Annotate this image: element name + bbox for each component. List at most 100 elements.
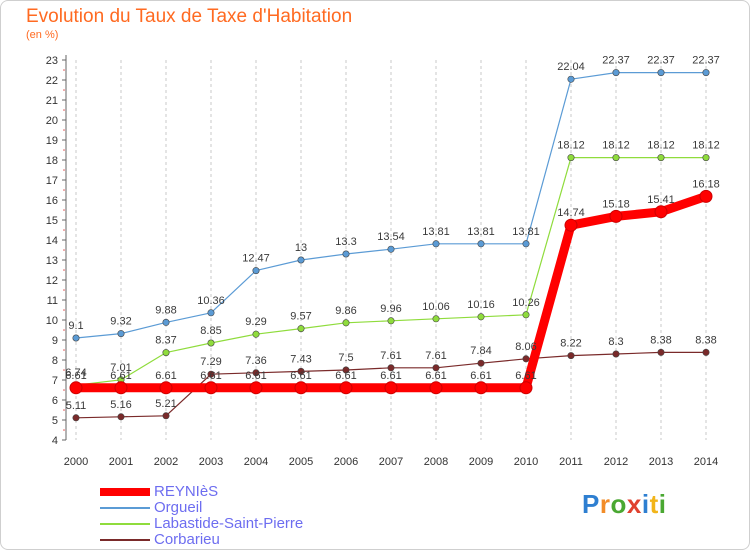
y-tick-label: 8	[52, 355, 58, 367]
y-minor-tick	[63, 109, 65, 111]
y-tick-label: 18	[46, 155, 58, 167]
data-point-2	[342, 250, 350, 258]
y-tick-label: 19	[46, 135, 58, 147]
data-point-4	[297, 367, 305, 375]
data-point-3	[522, 311, 530, 319]
data-label-3: 10.06	[422, 301, 450, 313]
data-point-2	[522, 240, 530, 248]
data-label-1: 15.18	[602, 198, 630, 210]
y-tick-label: 6	[52, 395, 58, 407]
data-label-4: 7.61	[425, 350, 446, 362]
x-tick-label: 2006	[334, 456, 358, 468]
x-tick-label: 2010	[514, 456, 538, 468]
y-minor-tick	[63, 89, 65, 91]
legend-swatch	[100, 507, 150, 509]
data-label-2: 13.3	[335, 236, 356, 248]
data-point-1	[159, 381, 173, 395]
y-minor-tick	[63, 409, 65, 411]
logo-letter: t	[649, 489, 659, 519]
legend-label: Corbarieu	[154, 531, 220, 548]
data-label-1: 6.61	[290, 370, 311, 382]
logo-letter: i	[641, 489, 650, 519]
data-point-4	[612, 350, 620, 358]
data-label-4: 7.29	[200, 356, 221, 368]
data-label-3: 18.12	[602, 140, 630, 152]
data-label-4: 7.61	[380, 350, 401, 362]
logo-letter: P	[582, 489, 600, 519]
x-tick-label: 2005	[289, 456, 313, 468]
data-label-1: 6.61	[470, 370, 491, 382]
data-point-1	[69, 381, 83, 395]
x-tick-label: 2002	[154, 456, 178, 468]
x-tick-label: 2014	[694, 456, 718, 468]
data-label-2: 22.37	[647, 55, 675, 67]
data-label-1: 6.61	[380, 370, 401, 382]
data-label-1: 16.18	[692, 178, 720, 190]
data-label-2: 22.04	[557, 61, 585, 73]
y-tick-label: 9	[52, 335, 58, 347]
legend-label: Orgueil	[154, 499, 203, 516]
y-minor-tick	[63, 69, 65, 71]
data-point-4	[522, 355, 530, 363]
y-minor-tick	[63, 189, 65, 191]
y-minor-tick	[63, 229, 65, 231]
data-label-3: 8.37	[155, 335, 176, 347]
data-point-2	[387, 245, 395, 253]
data-point-2	[432, 240, 440, 248]
data-point-4	[342, 366, 350, 374]
data-point-3	[657, 154, 665, 162]
x-tick-label: 2013	[649, 456, 673, 468]
y-minor-tick	[63, 389, 65, 391]
data-label-4: 5.16	[110, 399, 131, 411]
data-point-1	[519, 381, 533, 395]
data-point-1	[384, 381, 398, 395]
data-point-2	[117, 330, 125, 338]
logo-letter: o	[610, 489, 627, 519]
data-label-1: 6.61	[515, 370, 536, 382]
logo-letter: i	[658, 489, 667, 519]
data-label-1: 15.41	[647, 194, 675, 206]
data-label-3: 18.12	[692, 140, 720, 152]
y-tick-label: 12	[46, 275, 58, 287]
data-point-4	[432, 364, 440, 372]
y-tick-label: 16	[46, 195, 58, 207]
data-point-2	[702, 69, 710, 77]
logo-letter: r	[599, 489, 611, 519]
data-label-2: 10.36	[197, 295, 225, 307]
x-tick-label: 2009	[469, 456, 493, 468]
data-label-2: 22.37	[692, 55, 720, 67]
data-point-2	[207, 309, 215, 317]
data-point-4	[657, 348, 665, 356]
data-label-4: 7.36	[245, 355, 266, 367]
legend-label: REYNIèS	[154, 483, 219, 500]
data-point-4	[387, 364, 395, 372]
data-label-2: 22.37	[602, 55, 630, 67]
y-minor-tick	[63, 349, 65, 351]
data-point-2	[477, 240, 485, 248]
data-point-3	[702, 154, 710, 162]
data-label-4: 8.3	[608, 336, 623, 348]
data-point-1	[474, 381, 488, 395]
data-point-3	[207, 339, 215, 347]
data-label-3: 9.57	[290, 311, 311, 323]
y-minor-tick	[63, 249, 65, 251]
data-label-4: 8.38	[650, 334, 671, 346]
proxiti-logo: Proxiti	[582, 489, 666, 520]
data-label-1: 6.61	[110, 370, 131, 382]
data-label-1: 6.61	[65, 370, 86, 382]
data-point-1	[429, 381, 443, 395]
y-minor-tick	[63, 429, 65, 431]
data-label-4: 5.21	[155, 398, 176, 410]
data-labels: 6.61 6.61 6.61 6.61 6.61 6.61 6.61 6.61 6.61 6.61…	[65, 55, 719, 412]
data-point-1	[609, 209, 623, 223]
data-label-3: 8.85	[200, 325, 221, 337]
data-label-4: 8.38	[695, 334, 716, 346]
data-point-3	[432, 315, 440, 323]
y-tick-label: 21	[46, 95, 58, 107]
data-point-1	[294, 381, 308, 395]
data-point-2	[162, 318, 170, 326]
data-label-2: 13	[295, 242, 307, 254]
data-point-4	[207, 370, 215, 378]
